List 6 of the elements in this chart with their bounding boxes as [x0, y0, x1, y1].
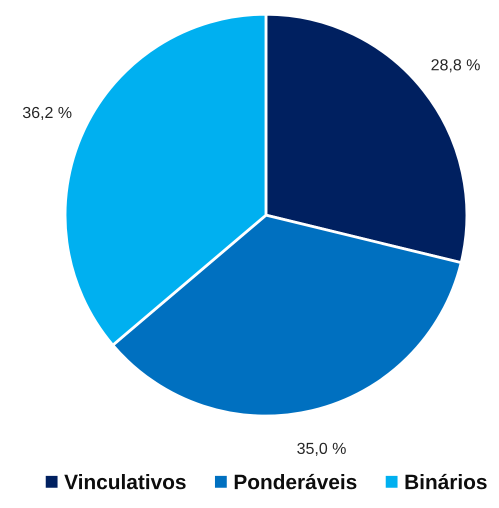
legend-label: Binários [406, 474, 487, 490]
data-label: 35,0 % [297, 442, 346, 456]
data-label: 36,2 % [22, 106, 72, 120]
legend-label: Vinculativos [64, 474, 186, 490]
data-label: 28,8 % [431, 59, 480, 72]
legend-label: Ponderáveis [234, 474, 356, 490]
